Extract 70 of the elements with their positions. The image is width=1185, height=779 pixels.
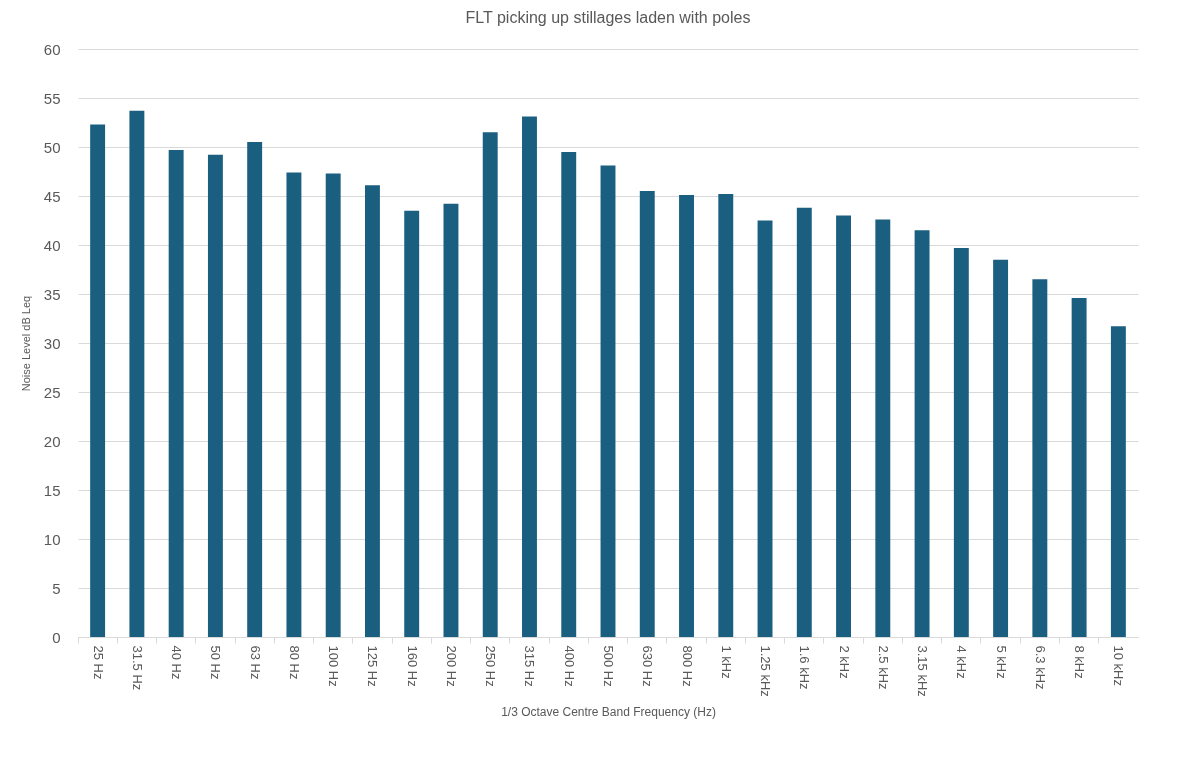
x-tick-label: 1.6 kHz <box>797 645 813 690</box>
bar <box>207 154 223 637</box>
x-tick-label: 50 Hz <box>208 645 224 680</box>
bar <box>482 132 498 637</box>
bar <box>561 151 577 637</box>
bar <box>757 220 773 637</box>
bar <box>129 110 145 637</box>
x-tick-label: 80 Hz <box>286 645 302 680</box>
bar <box>168 149 184 637</box>
y-tick-label: 60 <box>43 40 61 58</box>
bar <box>90 124 106 637</box>
x-tick-label: 31.5 Hz <box>129 645 145 691</box>
x-tick-label: 63 Hz <box>247 645 263 680</box>
x-tick-label: 6.3 kHz <box>1032 645 1048 690</box>
bar <box>247 142 263 637</box>
bar <box>325 173 341 637</box>
bar <box>286 172 302 637</box>
x-tick-label: 4 kHz <box>954 645 970 679</box>
y-tick-label: 5 <box>52 579 61 597</box>
bar <box>953 247 969 637</box>
x-tick-label: 125 Hz <box>365 645 381 687</box>
x-tick-label: 200 Hz <box>443 645 459 687</box>
y-tick-label: 20 <box>43 432 61 450</box>
y-tick-label: 45 <box>43 187 61 205</box>
bar <box>836 215 852 637</box>
y-tick-label: 30 <box>43 334 61 352</box>
bar <box>639 191 655 637</box>
x-tick-label: 2.5 kHz <box>875 645 891 690</box>
bar <box>1071 297 1087 637</box>
bar <box>522 116 537 637</box>
x-tick-label: 630 Hz <box>640 645 656 687</box>
y-tick-label: 25 <box>43 383 61 401</box>
x-tick-label: 400 Hz <box>561 645 577 687</box>
x-tick-label: 100 Hz <box>326 645 342 687</box>
x-tick-label: 500 Hz <box>601 645 616 687</box>
bar <box>796 207 812 637</box>
x-tick-label: 250 Hz <box>483 645 499 687</box>
x-tick-label: 1 kHz <box>718 645 734 679</box>
bar <box>443 203 459 637</box>
x-tick-label: 5 kHz <box>993 645 1009 679</box>
x-tick-label: 40 Hz <box>169 645 185 680</box>
x-tick-label: 25 Hz <box>90 645 106 680</box>
x-tick-label: 8 kHz <box>1072 645 1088 679</box>
bar <box>679 195 694 637</box>
x-tick-label: 1.25 kHz <box>758 645 774 697</box>
y-tick-label: 10 <box>43 530 61 548</box>
x-axis-title: 1/3 Octave Centre Band Frequency (Hz) <box>501 704 716 719</box>
x-tick-label: 2 kHz <box>836 645 852 679</box>
bar <box>993 259 1009 637</box>
bar <box>600 165 616 637</box>
x-tick-label: 800 Hz <box>679 645 695 687</box>
y-tick-label: 50 <box>43 138 61 156</box>
y-axis-title: Noise Level dB Leq <box>19 295 32 392</box>
bar <box>1032 279 1048 637</box>
bar <box>404 210 420 637</box>
bar <box>364 185 380 637</box>
bar <box>718 194 734 637</box>
bar <box>875 219 891 637</box>
y-tick-label: 40 <box>43 236 61 254</box>
y-tick-label: 15 <box>43 481 61 499</box>
x-tick-label: 3.15 kHz <box>915 645 931 697</box>
y-tick-label: 35 <box>43 285 61 303</box>
x-tick-label: 160 Hz <box>404 645 420 687</box>
y-tick-label: 55 <box>43 89 61 107</box>
y-tick-label: 0 <box>52 628 61 646</box>
chart-title: FLT picking up stillages laden with poles <box>465 9 751 26</box>
x-tick-label: 10 kHz <box>1111 645 1127 686</box>
bar <box>914 230 930 637</box>
bar <box>1110 326 1126 637</box>
x-tick-label: 315 Hz <box>522 645 538 687</box>
